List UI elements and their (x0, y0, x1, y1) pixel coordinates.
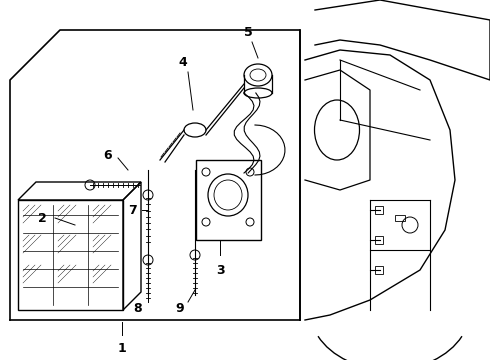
Text: 6: 6 (104, 149, 112, 162)
Text: 2: 2 (38, 212, 47, 225)
Text: 9: 9 (176, 302, 184, 315)
Text: 3: 3 (216, 264, 224, 276)
Polygon shape (305, 0, 490, 360)
Text: 5: 5 (244, 26, 252, 39)
Bar (18, 200, 123, 310)
Bar (375, 266, 383, 274)
Bar (375, 236, 383, 244)
Text: 4: 4 (179, 55, 187, 68)
Bar (395, 215, 405, 221)
Text: 7: 7 (127, 203, 136, 216)
Bar (196, 160, 261, 240)
Text: 1: 1 (118, 342, 126, 355)
Text: 8: 8 (134, 302, 142, 315)
Bar (375, 206, 383, 214)
